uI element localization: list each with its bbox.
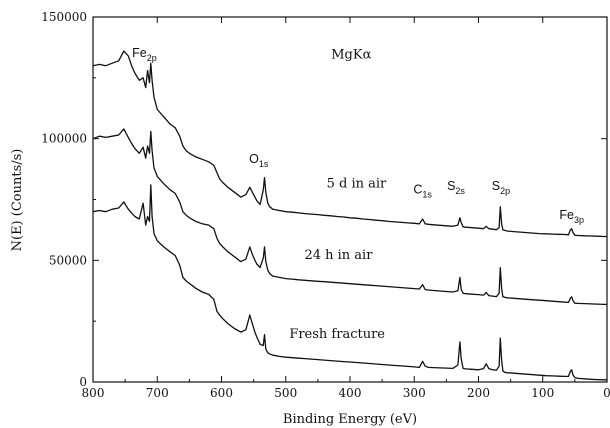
x-tick-label: 0 — [603, 386, 610, 400]
peak-label-element: S — [447, 179, 455, 193]
peak-label-orbital: 1s — [422, 189, 432, 199]
peak-label: Fe3p — [559, 208, 584, 225]
annotation-label: MgKα — [331, 47, 371, 62]
peak-label: S2p — [492, 179, 510, 196]
annotation-label: 5 d in air — [327, 176, 387, 191]
y-axis-ticks: 0 50000 100000 150000 — [41, 10, 607, 389]
peak-label: S2s — [447, 179, 465, 196]
x-tick-label: 300 — [403, 386, 426, 400]
y-axis-title: N(E) (Counts/s) — [10, 149, 25, 252]
peak-label-orbital: 2p — [147, 53, 157, 63]
y-tick-label: 0 — [79, 375, 87, 389]
peak-label-orbital: 1s — [259, 159, 269, 169]
x-tick-label: 400 — [339, 386, 362, 400]
x-axis-title: Binding Energy (eV) — [283, 412, 417, 427]
series-line-0 — [92, 50, 607, 238]
x-tick-label: 600 — [210, 386, 233, 400]
annotation-label: Fresh fracture — [289, 327, 385, 342]
peak-label-element: Fe — [132, 46, 147, 60]
peak-label: O1s — [249, 152, 269, 169]
y-tick-label: 50000 — [49, 253, 87, 267]
x-tick-label: 700 — [146, 386, 169, 400]
x-tick-label: 100 — [531, 386, 554, 400]
peak-label-element: S — [492, 179, 500, 193]
peak-label-element: C — [413, 182, 422, 196]
annotation-layer: MgKα 5 d in air 24 h in air Fresh fracture — [289, 47, 387, 342]
peak-label: Fe2p — [132, 46, 157, 63]
series-line-2 — [92, 184, 607, 381]
y-tick-label: 100000 — [41, 132, 87, 146]
x-tick-label: 800 — [82, 386, 105, 400]
peak-label-orbital: 2s — [455, 186, 465, 196]
peak-label-orbital: 2p — [500, 186, 510, 196]
peak-label-orbital: 3p — [574, 215, 584, 225]
x-axis-ticks: 800 700 600 500 400 300 200 100 0 — [82, 17, 610, 400]
y-tick-label: 150000 — [41, 10, 87, 24]
series-line-1 — [92, 128, 607, 306]
series-layer — [92, 50, 607, 381]
x-tick-label: 200 — [467, 386, 490, 400]
peak-label: C1s — [413, 182, 432, 199]
peak-label-element: Fe — [559, 208, 574, 222]
x-tick-label: 500 — [274, 386, 297, 400]
annotation-label: 24 h in air — [304, 248, 373, 263]
peak-label-element: O — [249, 152, 259, 166]
